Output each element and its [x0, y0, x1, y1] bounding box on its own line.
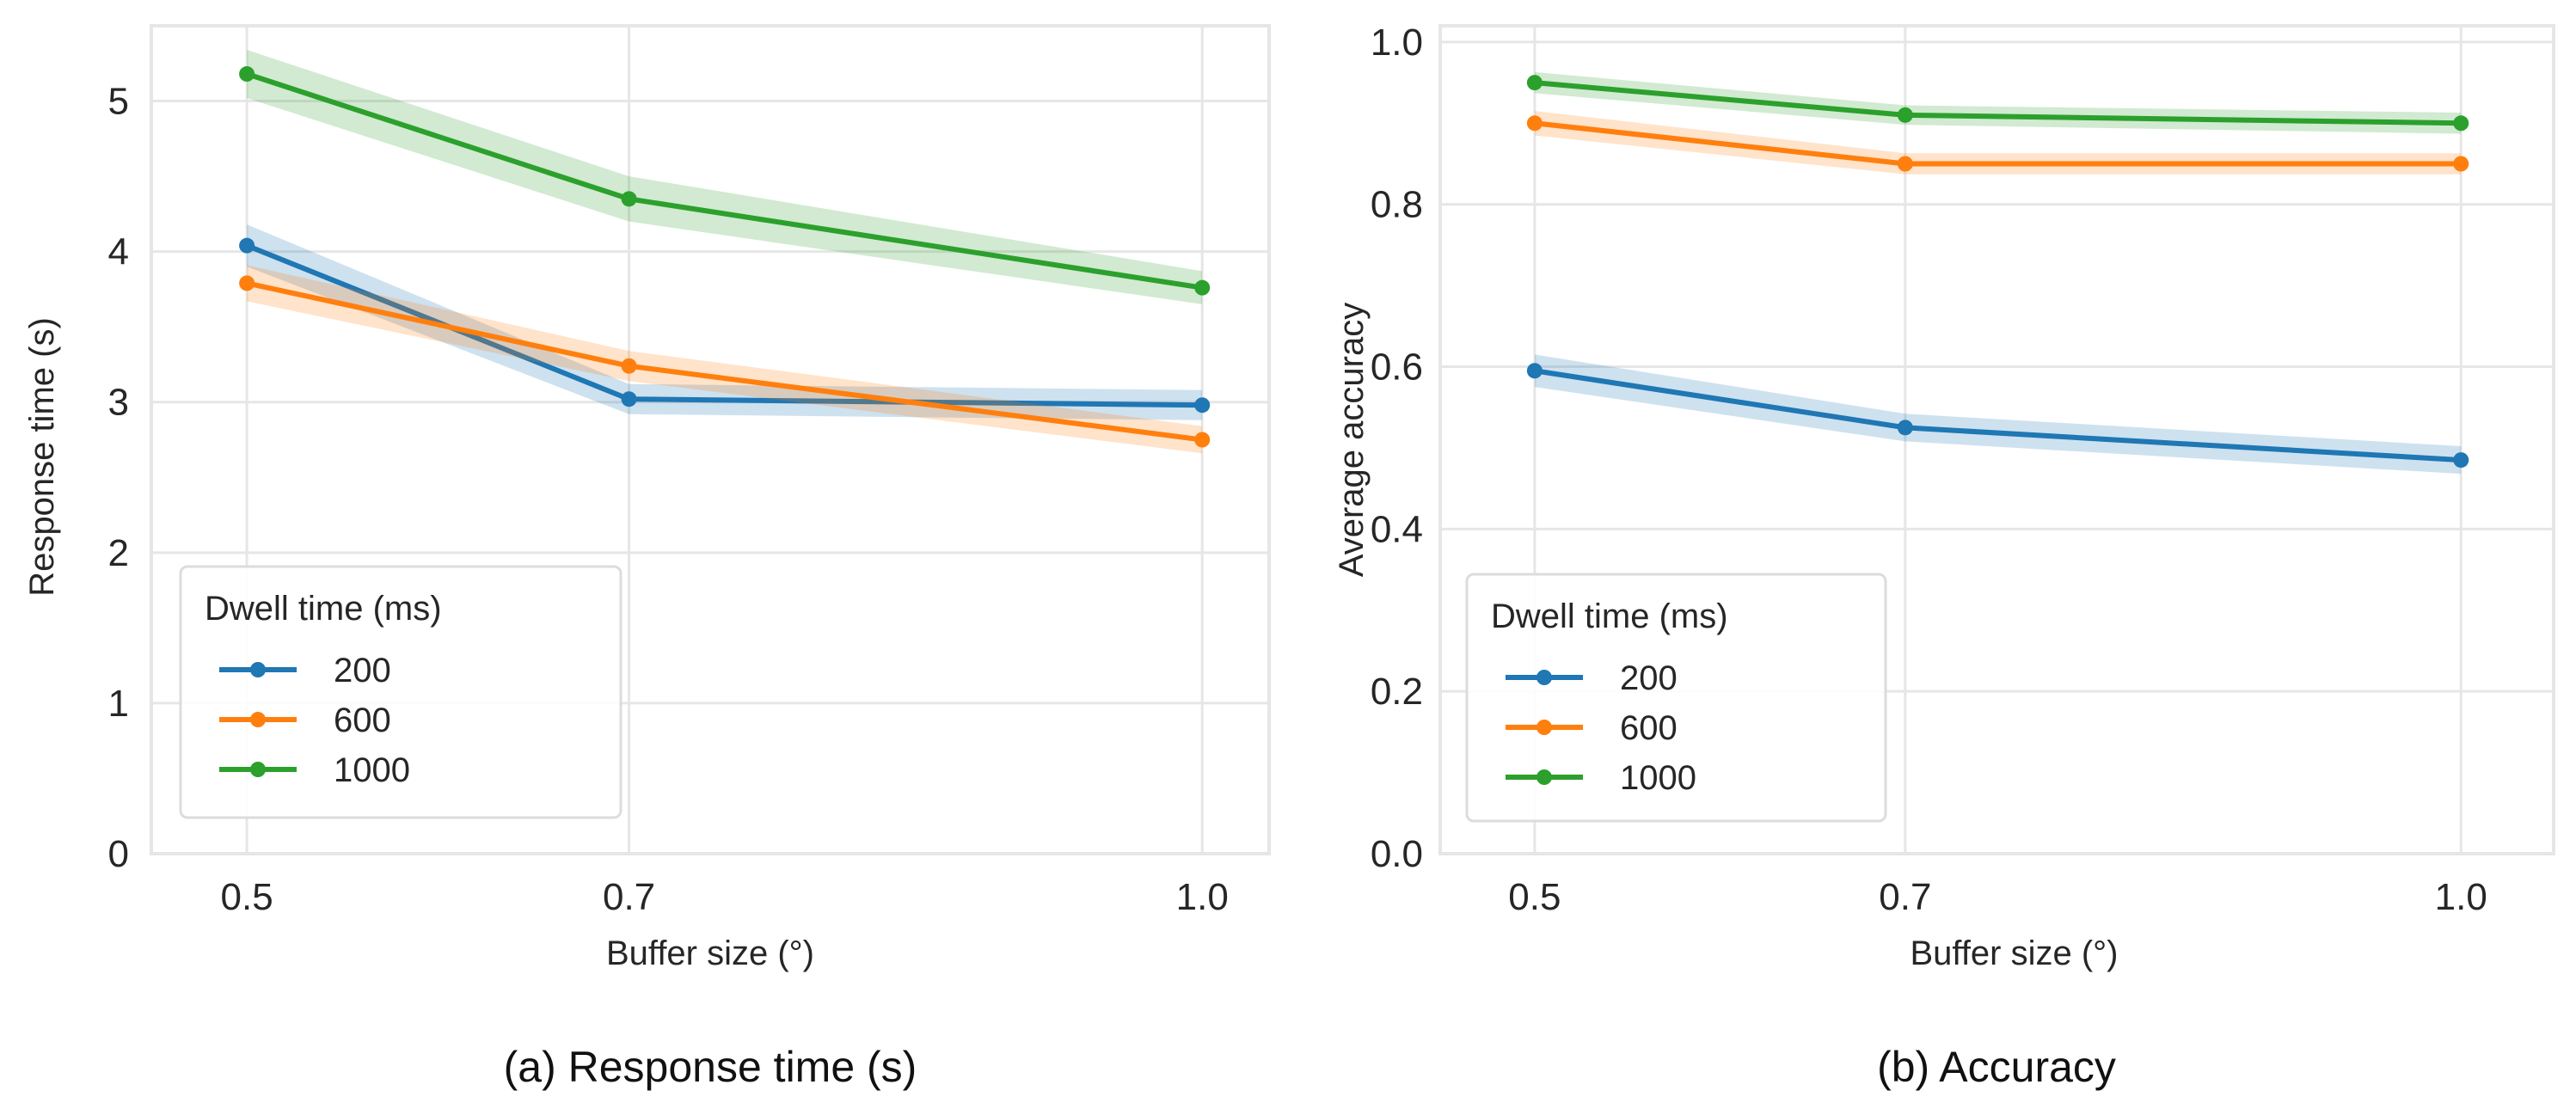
legend-marker-1000 — [250, 762, 266, 777]
legend-marker-1000 — [1536, 769, 1552, 785]
plot-frame — [1438, 24, 2555, 855]
legend: Dwell time (ms) 200 600 1000 — [179, 565, 623, 819]
x-tick-label: 0.7 — [603, 876, 655, 918]
legend-box — [179, 565, 623, 819]
panel-caption: (b) Accuracy — [1877, 1043, 2116, 1091]
y-tick-label: 1.0 — [1371, 21, 1423, 64]
data-point-600 — [1194, 432, 1211, 448]
y-tick-label: 0.6 — [1371, 346, 1423, 389]
data-point-1000 — [2453, 115, 2469, 132]
data-point-600 — [621, 358, 637, 374]
legend-label-1000: 1000 — [1620, 759, 1696, 797]
data-point-1000 — [1897, 107, 1913, 123]
data-point-600 — [239, 275, 255, 291]
x-tick-label: 1.0 — [2435, 876, 2487, 918]
data-point-200 — [1897, 420, 1913, 436]
legend-label-600: 600 — [334, 702, 391, 739]
y-tick-label: 5 — [108, 81, 129, 123]
legend-marker-600 — [250, 712, 266, 727]
ci-band-1000 — [1534, 71, 2462, 134]
ci-band-600 — [247, 265, 1203, 454]
y-tick-label: 0.0 — [1371, 833, 1423, 875]
data-point-200 — [1194, 397, 1211, 414]
y-axis-label: Average accuracy — [1333, 303, 1371, 577]
legend-title: Dwell time (ms) — [205, 590, 442, 628]
y-axis-label: Response time (s) — [23, 317, 61, 597]
y-tick-label: 4 — [108, 231, 129, 273]
x-tick-label: 0.5 — [221, 876, 273, 918]
data-point-200 — [1526, 363, 1543, 379]
x-tick-label: 1.0 — [1176, 876, 1229, 918]
ci-band-200 — [1534, 354, 2462, 475]
x-axis-label: Buffer size (°) — [1911, 934, 2119, 972]
y-tick-label: 2 — [108, 532, 129, 574]
legend-box — [1465, 573, 1887, 823]
legend-title: Dwell time (ms) — [1491, 597, 1728, 635]
data-point-200 — [2453, 452, 2469, 469]
legend-marker-200 — [1536, 670, 1552, 685]
x-tick-label: 0.5 — [1508, 876, 1561, 918]
legend-marker-200 — [250, 662, 266, 677]
plot-frame — [150, 24, 1271, 855]
x-tick-label: 0.7 — [1879, 876, 1931, 918]
y-tick-label: 0.4 — [1371, 508, 1423, 550]
panel-caption: (a) Response time (s) — [504, 1043, 917, 1091]
legend-label-200: 200 — [1620, 659, 1677, 697]
y-tick-label: 3 — [108, 382, 129, 424]
legend-label-200: 200 — [334, 652, 391, 689]
legend: Dwell time (ms) 200 600 1000 — [1465, 573, 1887, 823]
legend-marker-600 — [1536, 720, 1552, 735]
data-point-1000 — [239, 66, 255, 83]
data-point-1000 — [1194, 279, 1211, 296]
data-point-600 — [1526, 115, 1543, 132]
legend-label-600: 600 — [1620, 709, 1677, 747]
data-point-1000 — [1526, 75, 1543, 91]
data-point-200 — [239, 237, 255, 254]
y-tick-label: 0.2 — [1371, 671, 1423, 713]
y-tick-label: 0.8 — [1371, 184, 1423, 226]
y-tick-label: 1 — [108, 683, 129, 725]
y-tick-label: 0 — [108, 833, 129, 875]
x-axis-label: Buffer size (°) — [606, 934, 814, 972]
data-point-600 — [2453, 156, 2469, 172]
ci-band-1000 — [247, 50, 1203, 304]
accuracy-panel: 0.0 0.2 0.4 0.6 0.8 1.0 0.5 0.7 1.0 Dwell time (m… — [1333, 21, 2555, 1091]
response-time-panel: 0 1 2 3 4 5 0.5 0.7 1.0 Dwell time (ms) 200 600 1000… — [23, 24, 1271, 1091]
data-point-200 — [621, 391, 637, 407]
data-point-600 — [1897, 156, 1913, 172]
legend-label-1000: 1000 — [334, 751, 410, 789]
data-point-1000 — [621, 191, 637, 207]
ci-band-600 — [1534, 111, 2462, 175]
